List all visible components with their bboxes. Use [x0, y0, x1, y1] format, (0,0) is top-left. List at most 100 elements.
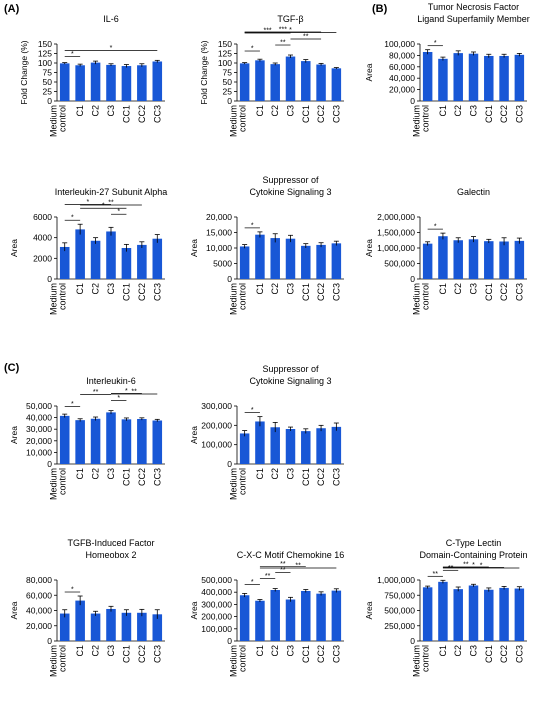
chart-title: Interleukin-6	[86, 376, 136, 386]
y-axis-label: Area	[364, 239, 374, 257]
chart-title: Suppressor of	[262, 175, 319, 185]
x-tick-label: C1	[255, 105, 265, 117]
y-tick-label: 40,000	[26, 413, 52, 423]
y-axis-label: Area	[189, 426, 199, 444]
x-tick-label: Medium	[229, 283, 239, 315]
y-tick-label: 0	[410, 636, 415, 646]
x-tick-label: CC2	[499, 283, 509, 301]
significance-label: **	[265, 573, 271, 580]
y-tick-label: 100,000	[201, 440, 232, 450]
y-tick-label: 0	[47, 274, 52, 284]
y-tick-label: 80,000	[389, 50, 415, 60]
chart-title: Cytokine Signaling 3	[249, 376, 331, 386]
y-tick-label: 6000	[33, 212, 52, 222]
bar	[255, 600, 265, 641]
x-tick-label: CC3	[331, 468, 341, 486]
bar	[468, 585, 479, 641]
significance-label: **	[303, 34, 309, 41]
x-tick-label: C2	[270, 283, 280, 295]
x-tick-label: control	[421, 645, 431, 672]
bar	[239, 433, 250, 464]
x-tick-label: Medium	[229, 105, 239, 137]
significance-label: *	[117, 209, 120, 216]
x-tick-label: C3	[106, 645, 116, 657]
bar	[468, 53, 479, 101]
bar	[285, 56, 296, 101]
bar	[514, 54, 525, 101]
x-tick-label: control	[58, 283, 68, 310]
bar	[331, 68, 342, 101]
y-tick-label: 500,000	[384, 606, 415, 616]
bar	[422, 243, 433, 279]
bar	[255, 234, 265, 279]
y-axis-label: Fold Change (%)	[19, 40, 29, 104]
bar	[285, 599, 296, 641]
y-tick-label: 20,000	[26, 436, 52, 446]
bar	[484, 241, 494, 279]
x-tick-label: CC3	[514, 645, 524, 663]
bar	[90, 62, 101, 101]
bar	[59, 415, 70, 464]
y-tick-label: 50,000	[26, 401, 52, 411]
x-tick-label: C3	[469, 645, 479, 657]
bar	[121, 419, 132, 464]
x-tick-label: C1	[255, 468, 265, 480]
chart-11: C-Type Lectin Domain-Containing Protein 0 2…	[364, 538, 528, 677]
y-tick-label: 15,000	[206, 228, 232, 238]
y-axis-label: Area	[364, 63, 374, 81]
significance-label: **	[463, 562, 469, 569]
x-tick-label: C3	[286, 283, 296, 295]
x-tick-label: control	[58, 468, 68, 495]
bar	[499, 587, 509, 641]
y-tick-label: 25	[43, 87, 53, 97]
x-tick-label: C3	[106, 283, 116, 295]
bar	[106, 231, 116, 279]
x-tick-label: CC1	[484, 105, 494, 123]
y-tick-label: 0	[410, 274, 415, 284]
x-tick-label: CC2	[137, 645, 147, 663]
bar	[301, 61, 311, 101]
y-tick-label: 1,000,000	[377, 243, 415, 253]
y-tick-label: 75	[43, 68, 53, 78]
x-tick-label: CC2	[316, 105, 326, 123]
x-tick-label: C2	[270, 645, 280, 657]
chart-title: Galectin	[457, 187, 490, 197]
bar	[137, 244, 147, 279]
x-tick-label: CC1	[484, 645, 494, 663]
chart-6: Galectin 0 500,000 1,000,000 1,500,000 2,000,…	[364, 187, 527, 315]
x-tick-label: control	[421, 283, 431, 310]
bar	[484, 589, 494, 641]
x-tick-label: C2	[453, 645, 463, 657]
y-tick-label: 75	[223, 68, 233, 78]
significance-label: *	[434, 224, 437, 231]
x-tick-label: CC1	[121, 468, 131, 486]
bar	[422, 51, 433, 101]
significance-label: ***	[263, 28, 271, 35]
bar	[484, 55, 494, 101]
bar	[75, 600, 85, 641]
x-tick-label: C3	[469, 105, 479, 117]
y-tick-label: 0	[410, 96, 415, 106]
chart-title: Suppressor of	[262, 364, 319, 374]
significance-label: *	[86, 199, 89, 206]
x-tick-label: C2	[91, 105, 101, 117]
significance-label: **	[280, 40, 286, 47]
chart-title: Domain-Containing Protein	[419, 550, 527, 560]
x-tick-label: CC2	[137, 283, 147, 301]
panel-label-a: (A)	[4, 3, 20, 15]
x-tick-label: CC1	[301, 645, 311, 663]
y-tick-label: 30,000	[26, 424, 52, 434]
x-tick-label: C3	[286, 105, 296, 117]
x-tick-label: control	[238, 645, 248, 672]
bar	[331, 426, 342, 464]
chart-title: Ligand Superfamily Member	[417, 14, 530, 24]
x-tick-label: control	[238, 468, 248, 495]
x-tick-label: Medium	[49, 645, 59, 677]
y-tick-label: 500,000	[384, 259, 415, 269]
x-tick-label: C2	[91, 645, 101, 657]
x-tick-label: CC2	[499, 105, 509, 123]
y-tick-label: 150	[218, 39, 232, 49]
significance-label: *	[251, 407, 254, 414]
bar	[255, 60, 265, 101]
